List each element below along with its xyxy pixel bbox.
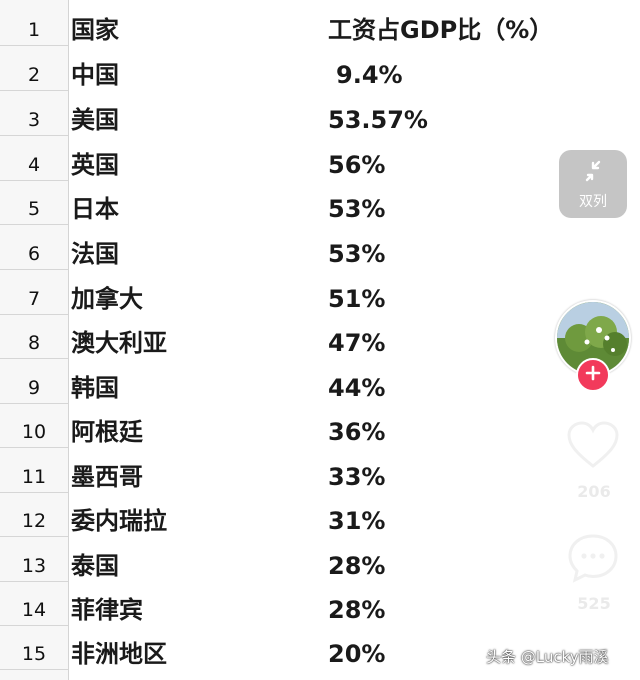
dual-column-button[interactable]: 双列 [559, 150, 627, 218]
country-cell[interactable]: 中国 [71, 53, 119, 97]
wage-gdp-ratio-cell[interactable]: 31% [328, 499, 385, 543]
column-header-country[interactable]: 国家 [71, 8, 119, 52]
row-number[interactable]: 10 [0, 404, 68, 448]
row-number[interactable]: 1 [0, 2, 68, 46]
plus-icon [585, 365, 601, 385]
watermark: 头条 @Lucky雨溪 [486, 646, 609, 667]
country-cell[interactable]: 泰国 [71, 544, 119, 588]
country-cell[interactable]: 澳大利亚 [71, 321, 167, 365]
row-number[interactable]: 7 [0, 271, 68, 315]
country-cell[interactable]: 韩国 [71, 366, 119, 410]
wage-gdp-ratio-cell[interactable]: 28% [328, 588, 385, 632]
like-button[interactable] [563, 420, 623, 474]
like-count: 206 [556, 482, 632, 501]
wage-gdp-ratio-cell[interactable]: 53% [328, 187, 385, 231]
wage-gdp-ratio-cell[interactable]: 51% [328, 277, 385, 321]
follow-button[interactable] [576, 358, 610, 392]
row-number[interactable]: 6 [0, 226, 68, 270]
wage-gdp-ratio-cell[interactable]: 44% [328, 366, 385, 410]
row-number[interactable]: 13 [0, 538, 68, 582]
country-cell[interactable]: 英国 [71, 143, 119, 187]
wage-gdp-ratio-cell[interactable]: 53% [328, 232, 385, 276]
row-number[interactable]: 9 [0, 360, 68, 404]
country-cell[interactable]: 加拿大 [71, 277, 143, 321]
wage-gdp-ratio-cell[interactable]: 47% [328, 321, 385, 365]
comment-icon [565, 532, 621, 588]
country-cell[interactable]: 委内瑞拉 [71, 499, 167, 543]
row-number[interactable]: 8 [0, 315, 68, 359]
country-cell[interactable]: 美国 [71, 98, 119, 142]
row-number[interactable]: 11 [0, 449, 68, 493]
country-cell[interactable]: 法国 [71, 232, 119, 276]
dual-column-label: 双列 [579, 191, 607, 211]
shrink-arrows-icon [578, 157, 608, 189]
row-number[interactable]: 2 [0, 47, 68, 91]
country-cell[interactable]: 阿根廷 [71, 410, 143, 454]
row-number[interactable]: 14 [0, 582, 68, 626]
wage-gdp-ratio-cell[interactable]: 33% [328, 455, 385, 499]
row-number[interactable]: 3 [0, 92, 68, 136]
wage-gdp-ratio-cell[interactable]: 20% [328, 632, 385, 676]
heart-icon [565, 420, 621, 474]
wage-gdp-ratio-cell[interactable]: 36% [328, 410, 385, 454]
column-header-wage-gdp-ratio[interactable]: 工资占GDP比（%） [328, 8, 553, 52]
comment-count: 525 [556, 594, 632, 613]
row-number[interactable]: 15 [0, 626, 68, 670]
country-cell[interactable]: 菲律宾 [71, 588, 143, 632]
wage-gdp-ratio-cell[interactable]: 53.57% [328, 98, 428, 142]
comment-button[interactable] [563, 532, 623, 588]
row-number[interactable]: 5 [0, 181, 68, 225]
wage-gdp-ratio-cell[interactable]: 28% [328, 544, 385, 588]
country-cell[interactable]: 非洲地区 [71, 632, 167, 676]
wage-gdp-ratio-cell[interactable]: 9.4% [336, 53, 403, 97]
row-number[interactable]: 4 [0, 137, 68, 181]
wage-gdp-ratio-cell[interactable]: 56% [328, 143, 385, 187]
country-cell[interactable]: 日本 [71, 187, 119, 231]
row-number[interactable]: 12 [0, 493, 68, 537]
country-cell[interactable]: 墨西哥 [71, 455, 143, 499]
